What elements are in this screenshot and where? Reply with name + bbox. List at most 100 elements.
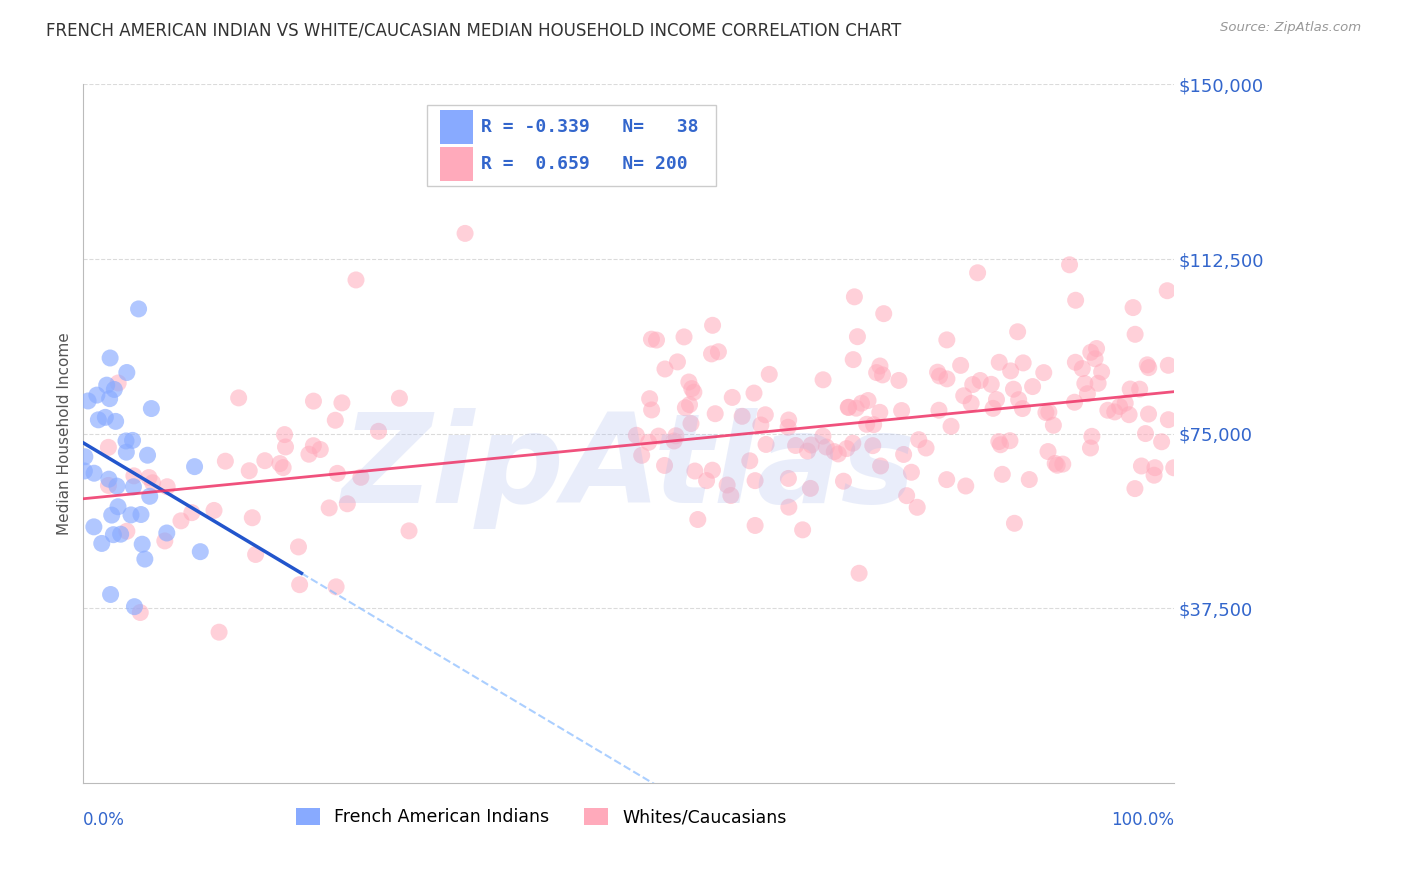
FancyBboxPatch shape xyxy=(440,110,472,145)
Point xyxy=(1163,460,1185,475)
Point xyxy=(686,512,709,526)
Point xyxy=(754,408,776,422)
Point xyxy=(141,401,163,416)
Point xyxy=(862,417,884,432)
Point xyxy=(1157,359,1180,373)
Point xyxy=(131,537,153,551)
Point xyxy=(128,301,150,316)
Point xyxy=(842,436,865,450)
Point xyxy=(398,524,420,538)
Point xyxy=(966,266,988,280)
Point xyxy=(645,333,668,347)
Point xyxy=(900,465,922,479)
Point xyxy=(856,393,879,408)
Point xyxy=(1004,516,1026,531)
Point xyxy=(678,398,700,412)
Point xyxy=(1104,405,1126,419)
Point xyxy=(640,332,662,346)
Point xyxy=(97,472,120,486)
Point xyxy=(273,427,295,442)
Point xyxy=(180,506,202,520)
Point xyxy=(120,508,142,522)
Point xyxy=(98,392,121,406)
Point xyxy=(1012,356,1035,370)
Point xyxy=(672,330,695,344)
Point xyxy=(309,442,332,457)
FancyBboxPatch shape xyxy=(427,105,716,186)
Point xyxy=(73,464,96,478)
Point xyxy=(855,417,877,432)
Point xyxy=(115,445,138,459)
Point xyxy=(1091,365,1114,379)
Point xyxy=(905,500,928,515)
Point xyxy=(742,386,765,401)
Point xyxy=(990,438,1012,452)
Point xyxy=(1118,408,1140,422)
Point xyxy=(640,403,662,417)
Text: FRENCH AMERICAN INDIAN VS WHITE/CAUCASIAN MEDIAN HOUSEHOLD INCOME CORRELATION CH: FRENCH AMERICAN INDIAN VS WHITE/CAUCASIA… xyxy=(46,21,901,39)
Point xyxy=(287,540,309,554)
Point xyxy=(654,362,676,376)
Point xyxy=(823,444,845,458)
Point xyxy=(778,500,800,515)
Point xyxy=(890,403,912,417)
Point xyxy=(1129,382,1152,396)
Point xyxy=(1011,401,1033,416)
Point xyxy=(1059,258,1081,272)
Point xyxy=(873,307,896,321)
Point xyxy=(1097,403,1119,417)
Point xyxy=(138,470,160,484)
Point xyxy=(848,566,870,581)
Point xyxy=(1085,342,1108,356)
Point xyxy=(665,429,688,443)
Point xyxy=(866,366,889,380)
Point xyxy=(681,382,703,396)
Point xyxy=(136,448,159,462)
Point xyxy=(107,376,129,390)
Point xyxy=(330,396,353,410)
Point xyxy=(707,344,730,359)
Point xyxy=(1064,355,1087,369)
Point xyxy=(1108,400,1130,414)
Point xyxy=(1018,473,1040,487)
Point xyxy=(927,365,949,379)
Point xyxy=(274,440,297,454)
Point xyxy=(115,366,138,380)
Point xyxy=(1119,382,1142,396)
Point xyxy=(702,318,724,333)
Text: 100.0%: 100.0% xyxy=(1111,811,1174,829)
Point xyxy=(105,479,128,493)
Point xyxy=(1081,429,1104,443)
Point xyxy=(1114,396,1136,410)
Point xyxy=(1084,351,1107,366)
Point xyxy=(115,524,138,539)
Point xyxy=(1076,386,1098,401)
Point xyxy=(1036,444,1059,458)
Point xyxy=(845,401,868,416)
Text: Source: ZipAtlas.com: Source: ZipAtlas.com xyxy=(1220,21,1361,35)
Point xyxy=(738,454,761,468)
Point xyxy=(962,377,984,392)
Point xyxy=(630,448,652,462)
Text: R =  0.659   N= 200: R = 0.659 N= 200 xyxy=(481,155,688,173)
Point xyxy=(666,355,689,369)
Text: R = -0.339   N=   38: R = -0.339 N= 38 xyxy=(481,118,699,136)
Point xyxy=(846,329,869,343)
Text: ZipAtlas: ZipAtlas xyxy=(342,408,915,529)
Point xyxy=(704,407,727,421)
Point xyxy=(142,475,165,490)
Point xyxy=(811,429,834,443)
Point xyxy=(647,429,669,443)
Point xyxy=(785,438,807,452)
Point xyxy=(336,497,359,511)
Point xyxy=(638,392,661,406)
Point xyxy=(837,401,859,415)
Point xyxy=(94,410,117,425)
Point xyxy=(862,439,884,453)
Point xyxy=(928,403,950,417)
Point xyxy=(654,458,676,473)
Point xyxy=(73,450,96,464)
Point xyxy=(153,533,176,548)
Point xyxy=(110,527,132,541)
Point xyxy=(208,625,231,640)
